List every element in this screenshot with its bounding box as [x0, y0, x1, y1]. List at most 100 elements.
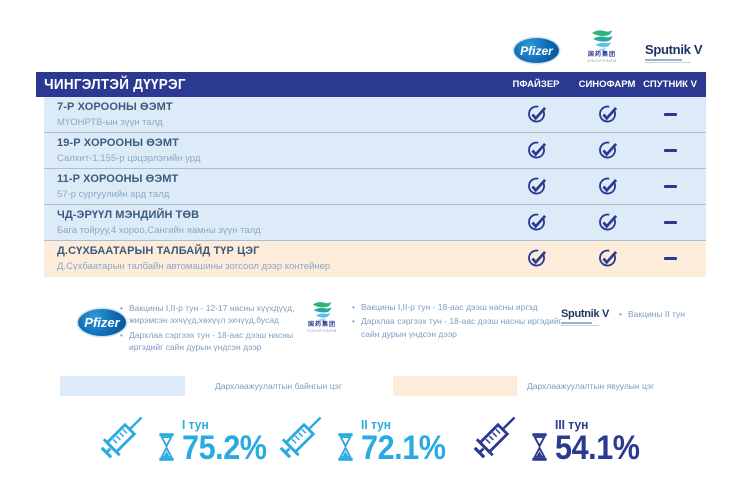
row-subtitle: МҮОНРТВ-ын зүүн талд: [57, 116, 163, 128]
pfizer-logo-text: Pfizer: [84, 315, 120, 330]
dose3-stat: III тун 54.1%: [468, 404, 649, 467]
row-subtitle: Д.Сүхбаатарын талбайн автомашины зогсоол…: [57, 260, 331, 272]
table-rows: 7-Р ХОРООНЫ ӨЭМТ МҮОНРТВ-ын зүүн талд 19…: [44, 97, 706, 277]
check-icon: [527, 141, 546, 159]
check-icon: [527, 105, 546, 123]
check-icon: [598, 213, 617, 231]
dash-icon: [663, 257, 677, 260]
district-title: ЧИНГЭЛТЭЙ ДҮҮРЭГ: [44, 76, 186, 93]
table-row: ЧД-ЭРҮҮЛ МЭНДИЙН ТӨВ Бага тойруу,4 хороо…: [44, 205, 706, 241]
table-header-bar: ЧИНГЭЛТЭЙ ДҮҮРЭГ ПФАЙЗЕР СИНОФАРМ СПУТНИ…: [36, 72, 706, 97]
syringe-icon: [275, 407, 331, 463]
sinopharm-cn-text: 国药集团: [307, 322, 336, 328]
sinopharm-legend-logo: 国药集团 SINOPHARM: [306, 300, 338, 334]
mobile-point-swatch: [393, 376, 517, 396]
sputnik-logo-text: Sputnik V: [561, 308, 610, 320]
hourglass-icon: [157, 433, 176, 461]
column-header-sputnik: СПУТНИК V: [643, 79, 697, 90]
check-icon: [527, 177, 546, 195]
sputnik-tagline-line: [561, 322, 606, 324]
dash-icon: [663, 221, 677, 224]
column-header-sinopharm: СИНОФАРМ: [578, 79, 636, 90]
sinopharm-logo: 国药集团 SINOPHARM: [584, 28, 620, 64]
pfizer-cell: [500, 169, 572, 204]
sputnik-legend-notes: Вакцины II тун: [619, 308, 739, 322]
dash-icon: [663, 149, 677, 152]
sputnik-cell: [634, 241, 706, 276]
sinopharm-en-text: SINOPHARM: [587, 58, 617, 64]
sputnik-cell: [634, 169, 706, 204]
sputnik-logo-text: Sputnik V: [645, 42, 703, 57]
check-icon: [598, 141, 617, 159]
dose-value: 72.1%: [361, 428, 446, 467]
syringe-icon: [96, 407, 152, 463]
sinopharm-leaf-icon: [592, 30, 613, 52]
permanent-point-swatch: [60, 376, 185, 396]
table-row-temporary-point: Д.СҮХБААТАРЫН ТАЛБАЙД ТҮР ЦЭГ Д.Сүхбаата…: [44, 241, 706, 277]
sputnik-tagline-line: [645, 59, 698, 61]
check-icon: [598, 249, 617, 267]
check-icon: [527, 249, 546, 267]
sputnik-cell: [634, 97, 706, 132]
legend-note: Дархлаа сэргээх тун - 18-аас дээш насны …: [120, 329, 320, 354]
sinopharm-cell: [571, 169, 643, 204]
dash-icon: [663, 113, 677, 116]
row-subtitle: 57-р сургуулийн ард талд: [57, 188, 170, 200]
sputnik-tagline-line2: [645, 62, 691, 63]
sinopharm-leaf-icon: [312, 301, 332, 322]
sinopharm-cell: [571, 241, 643, 276]
row-title: 7-Р ХОРООНЫ ӨЭМТ: [57, 101, 173, 113]
row-title: Д.СҮХБААТАРЫН ТАЛБАЙД ТҮР ЦЭГ: [57, 245, 260, 257]
dose1-stat: I тун 75.2%: [95, 404, 276, 467]
dose-value: 54.1%: [555, 428, 640, 467]
check-icon: [598, 105, 617, 123]
sinopharm-cell: [571, 205, 643, 240]
sinopharm-cell: [571, 97, 643, 132]
sinopharm-en-text: SINOPHARM: [307, 328, 337, 334]
dose-label: II тун: [361, 416, 392, 432]
sputnik-cell: [634, 205, 706, 240]
check-icon: [598, 177, 617, 195]
row-subtitle: Бага тойруу,4 хороо,Сангийн яамны зүүн т…: [57, 224, 261, 236]
table-row: 19-Р ХОРООНЫ ӨЭМТ Салхит-1,155-р цэцэрлэ…: [44, 133, 706, 169]
mobile-point-label: Дархлаажуулалтын явуулын цэг: [527, 381, 655, 391]
row-title: 11-Р ХОРООНЫ ӨЭМТ: [57, 173, 179, 185]
dose1-text: I тун 75.2%: [182, 416, 276, 467]
sinopharm-cn-text: 国药集团: [587, 52, 616, 58]
check-icon: [527, 213, 546, 231]
pfizer-logo: Pfizer: [514, 38, 559, 63]
legend-note: Дархлаа сэргээх тун - 18-аас дээш насны …: [352, 315, 570, 340]
hourglass-icon: [336, 433, 355, 461]
sputnik-legend-logo: Sputnik V: [561, 308, 609, 326]
hourglass-icon: [530, 433, 549, 461]
table-row: 7-Р ХОРООНЫ ӨЭМТ МҮОНРТВ-ын зүүн талд: [44, 97, 706, 133]
dose-label: I тун: [182, 416, 209, 432]
row-title: 19-Р ХОРООНЫ ӨЭМТ: [57, 137, 179, 149]
sputnik-logo: Sputnik V: [645, 42, 703, 63]
dose-label: III тун: [555, 416, 589, 432]
sputnik-tagline-line2: [561, 325, 600, 326]
pfizer-cell: [500, 133, 572, 168]
column-header-pfizer: ПФАЙЗЕР: [512, 79, 560, 90]
dose-value: 75.2%: [182, 428, 267, 467]
pfizer-legend-logo: Pfizer: [78, 309, 126, 336]
dose2-text: II тун 72.1%: [361, 416, 455, 467]
dose2-stat: II тун 72.1%: [274, 404, 455, 467]
syringe-icon: [469, 407, 525, 463]
dash-icon: [663, 185, 677, 188]
legend-note: Вакцины I,II-р тун - 12-17 насны хүүхдүү…: [120, 302, 320, 327]
sputnik-cell: [634, 133, 706, 168]
legend-note: Вакцины II тун: [619, 308, 739, 321]
sinopharm-cell: [571, 133, 643, 168]
legend-note: Вакцины I,II-р тун - 18-аас дээш насны и…: [352, 301, 570, 314]
permanent-point-label: Дархлаажуулалтын байнгын цэг: [215, 381, 342, 391]
table-row: 11-Р ХОРООНЫ ӨЭМТ 57-р сургуулийн ард та…: [44, 169, 706, 205]
row-subtitle: Салхит-1,155-р цэцэрлэгийн урд: [57, 152, 201, 164]
pfizer-legend-notes: Вакцины I,II-р тун - 12-17 насны хүүхдүү…: [120, 302, 320, 355]
row-title: ЧД-ЭРҮҮЛ МЭНДИЙН ТӨВ: [57, 209, 200, 221]
pfizer-cell: [500, 241, 572, 276]
sinopharm-legend-notes: Вакцины I,II-р тун - 18-аас дээш насны и…: [352, 301, 570, 342]
pfizer-cell: [500, 205, 572, 240]
pfizer-logo-text: Pfizer: [520, 43, 553, 58]
